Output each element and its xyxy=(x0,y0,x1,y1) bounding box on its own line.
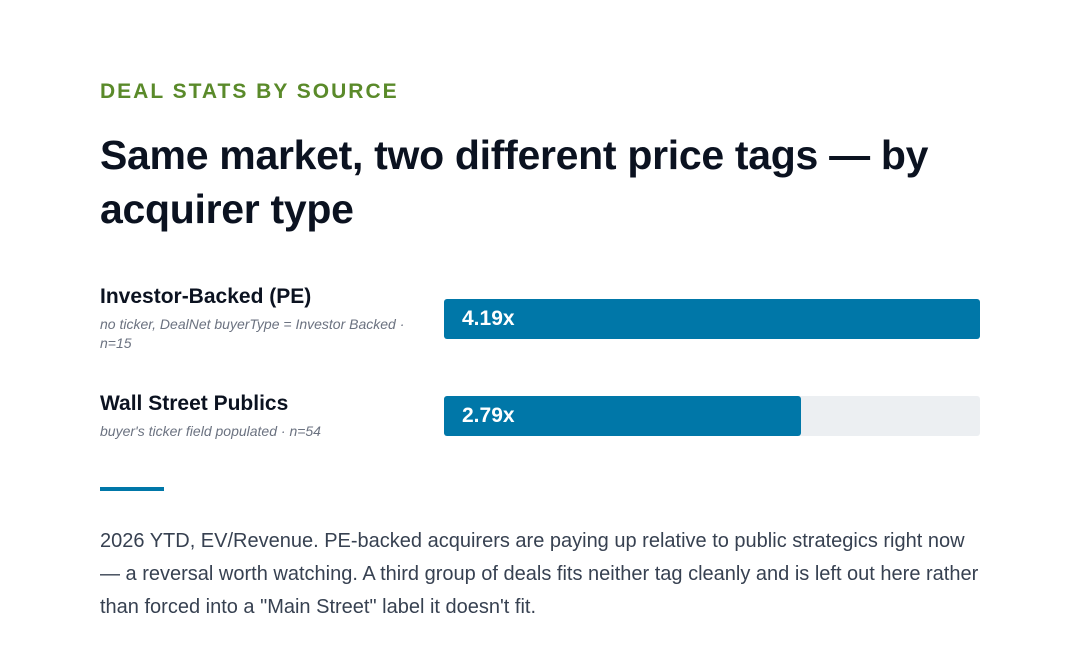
category-subtitle: no ticker, DealNet buyerType = Investor … xyxy=(100,316,405,351)
row-label: Wall Street Publics buyer's ticker field… xyxy=(100,391,420,441)
category-label: Investor-Backed (PE) xyxy=(100,285,312,308)
bar-investor-backed xyxy=(444,299,980,339)
category-label: Wall Street Publics xyxy=(100,392,289,415)
bar-value-label: 4.19x xyxy=(462,307,515,330)
bar-wall-street-publics xyxy=(444,396,801,436)
bar-value-label: 2.79x xyxy=(462,404,515,427)
chart-caption: 2026 YTD, EV/Revenue. PE-backed acquirer… xyxy=(100,530,979,618)
bar-track: 2.79x xyxy=(444,396,980,436)
eyebrow-label: DEAL STATS BY SOURCE xyxy=(100,80,399,103)
accent-divider xyxy=(100,487,164,491)
chart-title: Same market, two different price tags — … xyxy=(100,132,929,232)
category-subtitle: buyer's ticker field populated · n=54 xyxy=(100,423,321,439)
bar-track: 4.19x xyxy=(444,299,980,339)
row-label: Investor-Backed (PE) no ticker, DealNet … xyxy=(100,284,420,353)
